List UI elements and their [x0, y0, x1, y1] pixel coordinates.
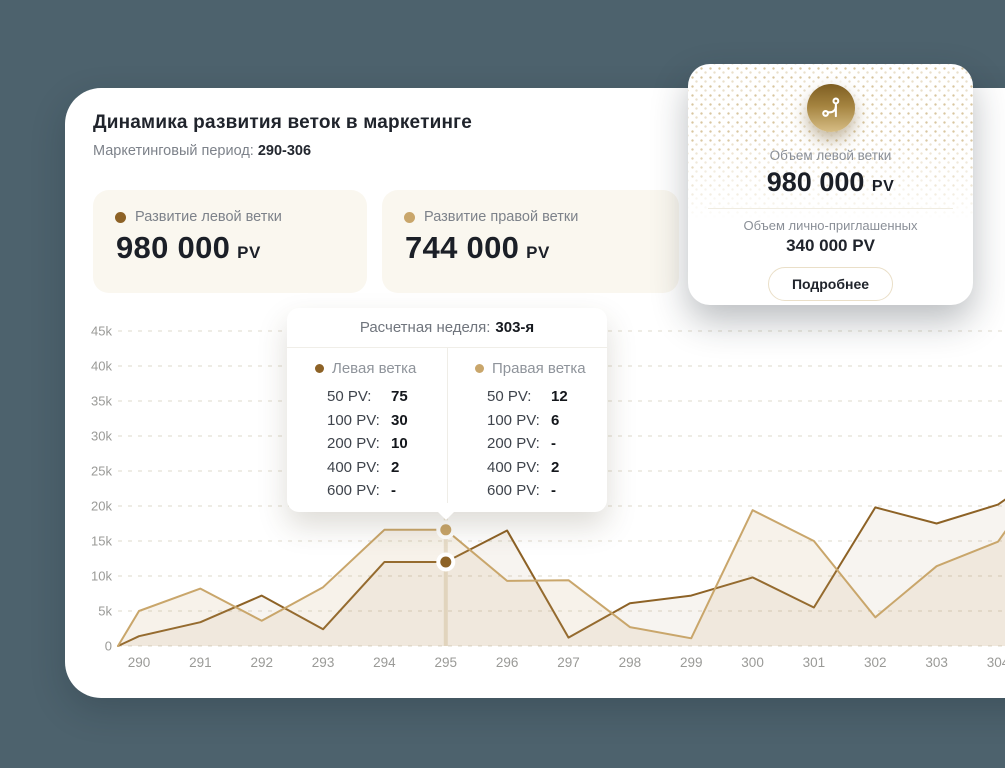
x-axis-label: 300 — [741, 655, 764, 670]
x-axis-label: 299 — [680, 655, 703, 670]
tooltip-row: 50 PV: 75 — [327, 388, 408, 405]
left-branch-stat-unit: PV — [237, 243, 261, 262]
y-axis-label: 25k — [91, 464, 112, 479]
left-branch-stat-label: Развитие левой ветки — [135, 209, 282, 225]
tooltip-body: Левая ветка 50 PV: 75 100 PV: 30 200 PV: 10 40… — [287, 348, 607, 511]
left-branch-dot-icon — [115, 211, 126, 223]
right-branch-stat-number: 744 000 — [405, 230, 520, 265]
tooltip-left-branch-title: Левая ветка — [332, 360, 417, 377]
left-branch-stat-value: 980 000 PV — [116, 230, 345, 266]
branch-coin-icon — [806, 84, 855, 132]
right-branch-stat-unit: PV — [526, 243, 550, 262]
series-line — [117, 509, 1005, 647]
x-axis-label: 304 — [987, 655, 1005, 670]
left-branch-dot-icon — [315, 364, 324, 373]
tooltip-week-value: 303-я — [495, 319, 535, 336]
tooltip-right-branch-title: Правая ветка — [492, 360, 586, 377]
tooltip-left-branch-rows: 50 PV: 75 100 PV: 30 200 PV: 10 400 PV: 2 600 PV… — [315, 385, 447, 503]
right-branch-stat-value: 744 000 PV — [405, 230, 657, 266]
x-axis-label: 293 — [312, 655, 335, 670]
right-branch-stat-card: Развитие правой ветки 744 000 PV — [382, 190, 679, 293]
summary-divider — [708, 208, 953, 209]
y-axis-label: 45k — [91, 324, 112, 339]
x-axis-label: 295 — [435, 655, 458, 670]
y-axis-label: 20k — [91, 499, 112, 514]
y-axis-label: 35k — [91, 394, 112, 409]
series-line — [117, 498, 1005, 647]
x-axis-label: 290 — [128, 655, 151, 670]
tooltip-row: 600 PV: - — [487, 482, 556, 499]
tooltip-row: 100 PV: 6 — [487, 411, 560, 429]
x-axis-label: 291 — [189, 655, 212, 670]
tooltip-row: 600 PV: - — [327, 482, 396, 499]
hover-marker[interactable] — [440, 524, 452, 536]
y-axis-label: 5k — [98, 604, 112, 619]
left-branch-stat-card: Развитие левой ветки 980 000 PV — [93, 190, 367, 293]
x-axis-label: 302 — [864, 655, 887, 670]
hover-band — [443, 500, 448, 646]
tooltip-row: 100 PV: 30 — [327, 411, 408, 429]
right-branch-dot-icon — [404, 211, 415, 223]
y-axis-label: 15k — [91, 534, 112, 549]
marketing-period-label: Маркетинговый период: — [93, 143, 254, 159]
tooltip-row: 50 PV: 12 — [487, 388, 568, 405]
marketing-period: Маркетинговый период: 290-306 — [93, 143, 472, 159]
series-area — [118, 510, 1005, 646]
left-branch-summary-card: Объем левой ветки 980 000 PV Объем лично… — [688, 64, 973, 305]
tooltip-week-label: Расчетная неделя: — [359, 319, 491, 336]
x-axis-label: 294 — [373, 655, 396, 670]
tooltip-row: 400 PV: 2 — [327, 458, 400, 476]
x-axis-label: 292 — [250, 655, 273, 670]
x-axis-label: 296 — [496, 655, 519, 670]
hover-marker[interactable] — [440, 556, 452, 568]
x-axis-label: 303 — [925, 655, 948, 670]
personal-volume-label: Объем лично-приглашенных — [743, 218, 918, 233]
tooltip-divider — [447, 348, 448, 503]
left-branch-stat-number: 980 000 — [116, 230, 231, 265]
y-axis-label: 10k — [91, 569, 112, 584]
x-axis-label: 298 — [619, 655, 642, 670]
personal-volume-value: 340 000 PV — [786, 236, 875, 255]
details-button[interactable]: Подробнее — [767, 267, 894, 301]
right-branch-stat-label: Развитие правой ветки — [424, 209, 579, 225]
tooltip-left-branch-column: Левая ветка 50 PV: 75 100 PV: 30 200 PV: 10 40… — [287, 348, 447, 511]
volume-left-branch-label: Объем левой ветки — [769, 148, 892, 163]
card-header: Динамика развития веток в маркетинге Мар… — [93, 112, 472, 159]
tooltip-row: 400 PV: 2 — [487, 458, 560, 476]
tooltip-header: Расчетная неделя: 303-я — [287, 308, 607, 348]
page-title: Динамика развития веток в маркетинге — [93, 112, 473, 133]
chart-tooltip: Расчетная неделя: 303-я Левая ветка 50 P… — [287, 308, 607, 520]
series-area — [118, 499, 1005, 646]
volume-number: 980 000 — [766, 167, 865, 197]
right-branch-dot-icon — [475, 364, 484, 373]
volume-unit: PV — [871, 178, 895, 195]
marketing-period-value: 290-306 — [257, 143, 312, 159]
tooltip-right-branch-rows: 50 PV: 12 100 PV: 6 200 PV: - 400 PV: 2 600 PV: - — [475, 385, 607, 503]
volume-left-branch-value: 980 000 PV — [688, 167, 973, 198]
tooltip-right-branch-column: Правая ветка 50 PV: 12 100 PV: 6 200 PV: - 400… — [447, 348, 607, 511]
tooltip-row: 200 PV: 10 — [327, 435, 408, 452]
y-axis-label: 40k — [91, 359, 112, 374]
y-axis-label: 0 — [105, 639, 112, 654]
x-axis-label: 297 — [557, 655, 580, 670]
tooltip-row: 200 PV: - — [487, 435, 556, 452]
x-axis-label: 301 — [803, 655, 826, 670]
y-axis-label: 30k — [91, 429, 112, 444]
